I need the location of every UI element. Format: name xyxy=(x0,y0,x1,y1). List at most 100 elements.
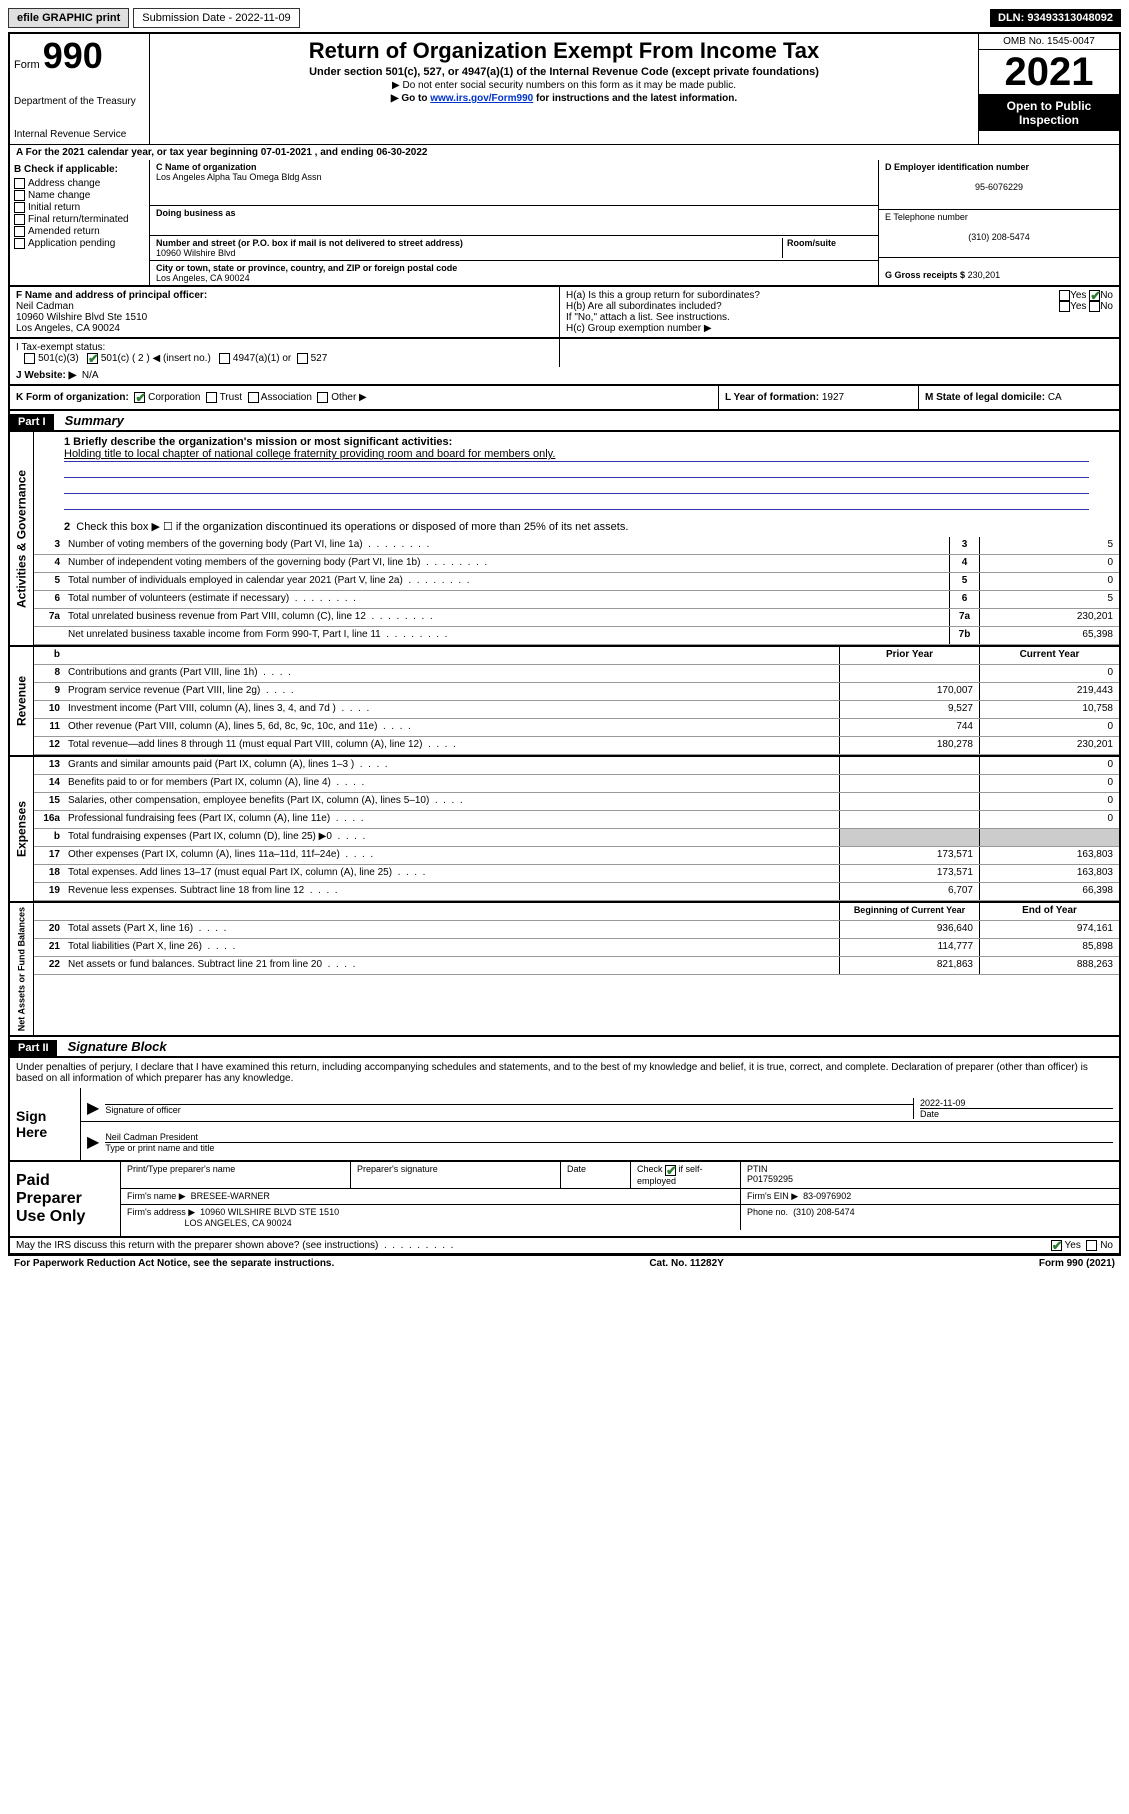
street-addr: 10960 Wilshire Blvd xyxy=(156,248,236,258)
hb-yes-checkbox[interactable] xyxy=(1059,301,1070,312)
colb-checkbox[interactable] xyxy=(14,226,25,237)
row-desc: Total unrelated business revenue from Pa… xyxy=(64,609,949,626)
row-prior: 170,007 xyxy=(839,683,979,700)
q2-text: 2 Check this box ▶ ☐ if the organization… xyxy=(34,516,1119,537)
col-begin-header: Beginning of Current Year xyxy=(839,903,979,920)
col-b-checkboxes: B Check if applicable: Address changeNam… xyxy=(10,160,150,285)
row-prior: 821,863 xyxy=(839,957,979,974)
year-formation: 1927 xyxy=(822,392,844,403)
sig-officer-label: Signature of officer xyxy=(105,1105,180,1115)
row-desc: Grants and similar amounts paid (Part IX… xyxy=(64,757,839,774)
officer-addr1: 10960 Wilshire Blvd Ste 1510 xyxy=(16,312,147,323)
colb-opt: Address change xyxy=(28,178,100,189)
row-desc: Contributions and grants (Part VIII, lin… xyxy=(64,665,839,682)
ha-label: H(a) Is this a group return for subordin… xyxy=(566,290,1059,301)
row-prior xyxy=(839,829,979,846)
row-num: 11 xyxy=(34,719,64,736)
row-desc: Number of independent voting members of … xyxy=(64,555,949,572)
row-value: 0 xyxy=(979,555,1119,572)
hb-no-checkbox[interactable] xyxy=(1089,301,1100,312)
colb-checkbox[interactable] xyxy=(14,178,25,189)
row-num: 8 xyxy=(34,665,64,682)
row-desc: Total liabilities (Part X, line 26) . . … xyxy=(64,939,839,956)
row-current: 0 xyxy=(979,775,1119,792)
row-current: 66,398 xyxy=(979,883,1119,900)
row-current: 85,898 xyxy=(979,939,1119,956)
row-desc: Number of voting members of the governin… xyxy=(64,537,949,554)
col-prior-header: Prior Year xyxy=(839,647,979,664)
row-num: 10 xyxy=(34,701,64,718)
form-subtitle: Under section 501(c), 527, or 4947(a)(1)… xyxy=(158,66,970,78)
discuss-yes-checkbox[interactable] xyxy=(1051,1240,1062,1251)
row-current: 0 xyxy=(979,793,1119,810)
hb-label: H(b) Are all subordinates included? xyxy=(566,301,1059,312)
row-desc: Benefits paid to or for members (Part IX… xyxy=(64,775,839,792)
row-current: 0 xyxy=(979,719,1119,736)
part1-header: Part I xyxy=(10,414,54,430)
row-prior: 6,707 xyxy=(839,883,979,900)
prep-phone: (310) 208-5474 xyxy=(793,1207,855,1217)
row-num: 15 xyxy=(34,793,64,810)
sig-date: 2022-11-09 xyxy=(920,1098,965,1108)
row-value: 5 xyxy=(979,537,1119,554)
row-prior: 9,527 xyxy=(839,701,979,718)
row-prior: 936,640 xyxy=(839,921,979,938)
row-prior xyxy=(839,665,979,682)
firm-ein: 83-0976902 xyxy=(803,1191,851,1201)
ha-no-checkbox[interactable] xyxy=(1089,290,1100,301)
501c3-checkbox[interactable] xyxy=(24,353,35,364)
row-desc: Net assets or fund balances. Subtract li… xyxy=(64,957,839,974)
4947-checkbox[interactable] xyxy=(219,353,230,364)
501c-checkbox[interactable] xyxy=(87,353,98,364)
row-desc: Investment income (Part VIII, column (A)… xyxy=(64,701,839,718)
colb-opt: Final return/terminated xyxy=(28,214,129,225)
phone-label: E Telephone number xyxy=(885,212,968,222)
corp-checkbox[interactable] xyxy=(134,392,145,403)
row-current: 219,443 xyxy=(979,683,1119,700)
omb-number: OMB No. 1545-0047 xyxy=(979,34,1119,50)
cat-no: Cat. No. 11282Y xyxy=(649,1258,723,1269)
527-checkbox[interactable] xyxy=(297,353,308,364)
officer-addr2: Los Angeles, CA 90024 xyxy=(16,323,120,334)
row-current xyxy=(979,829,1119,846)
website-value: N/A xyxy=(82,370,99,381)
colb-checkbox[interactable] xyxy=(14,202,25,213)
state-domicile: CA xyxy=(1048,392,1062,403)
irs-discuss-q: May the IRS discuss this return with the… xyxy=(16,1240,1051,1251)
city-state-zip: Los Angeles, CA 90024 xyxy=(156,273,250,283)
row-num: 14 xyxy=(34,775,64,792)
irs-link[interactable]: www.irs.gov/Form990 xyxy=(430,93,533,104)
colb-checkbox[interactable] xyxy=(14,214,25,225)
q1-label: 1 Briefly describe the organization's mi… xyxy=(64,436,452,448)
ptin-label: PTIN xyxy=(747,1164,768,1174)
efile-button[interactable]: efile GRAPHIC print xyxy=(8,8,129,28)
gross-receipts: 230,201 xyxy=(968,270,1001,280)
colb-checkbox[interactable] xyxy=(14,190,25,201)
row-desc: Total assets (Part X, line 16) . . . . xyxy=(64,921,839,938)
vert-revenue: Revenue xyxy=(10,647,34,755)
row-num: 13 xyxy=(34,757,64,774)
gross-receipts-label: G Gross receipts $ xyxy=(885,270,965,280)
firm-addr1: 10960 WILSHIRE BLVD STE 1510 xyxy=(200,1207,339,1217)
row-desc: Total fundraising expenses (Part IX, col… xyxy=(64,829,839,846)
row-num: 22 xyxy=(34,957,64,974)
ein-label: D Employer identification number xyxy=(885,162,1029,172)
ha-yes-checkbox[interactable] xyxy=(1059,290,1070,301)
row-prior: 180,278 xyxy=(839,737,979,754)
sig-intro: Under penalties of perjury, I declare th… xyxy=(10,1058,1119,1088)
row-key: 7a xyxy=(949,609,979,626)
other-checkbox[interactable] xyxy=(317,392,328,403)
row-num: 21 xyxy=(34,939,64,956)
row-desc: Total number of individuals employed in … xyxy=(64,573,949,590)
row-num: b xyxy=(34,829,64,846)
row-value: 5 xyxy=(979,591,1119,608)
vert-expenses: Expenses xyxy=(10,757,34,901)
ssn-note: ▶ Do not enter social security numbers o… xyxy=(158,80,970,91)
trust-checkbox[interactable] xyxy=(206,392,217,403)
discuss-no-checkbox[interactable] xyxy=(1086,1240,1097,1251)
arrow-icon: ▶ xyxy=(87,1098,99,1119)
self-employed-checkbox[interactable] xyxy=(665,1165,676,1176)
assoc-checkbox[interactable] xyxy=(248,392,259,403)
colb-checkbox[interactable] xyxy=(14,238,25,249)
instructions-note: ▶ Go to www.irs.gov/Form990 for instruct… xyxy=(158,93,970,104)
